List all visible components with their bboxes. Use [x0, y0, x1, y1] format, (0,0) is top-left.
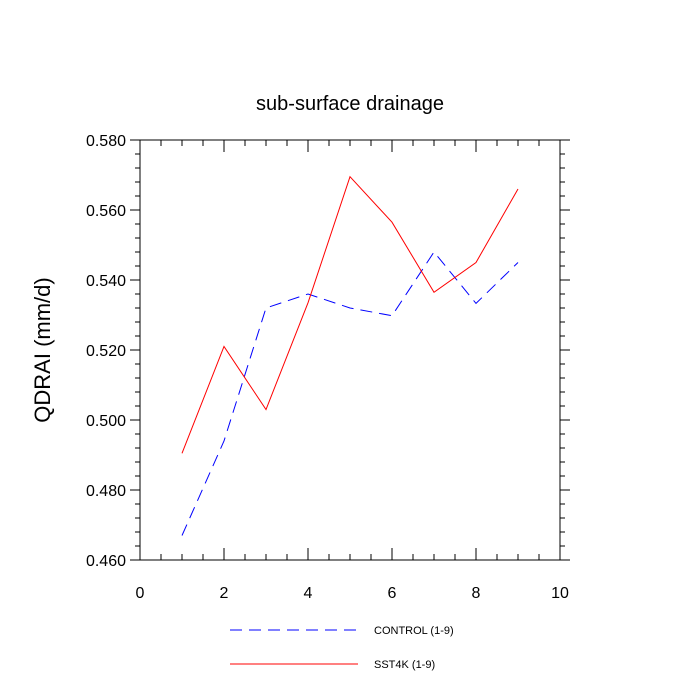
x-tick-label: 10 — [551, 585, 569, 602]
plot-frame — [139, 139, 561, 561]
x-tick-label: 2 — [220, 585, 229, 602]
legend-label: CONTROL (1-9) — [374, 625, 454, 637]
y-tick-label: 0.560 — [86, 203, 126, 220]
y-axis-label: QDRAI (mm/d) — [30, 277, 55, 422]
axis-ticks — [130, 139, 570, 561]
x-tick-label: 6 — [388, 585, 397, 602]
y-tick-label: 0.460 — [86, 553, 126, 570]
y-tick-label: 0.580 — [86, 133, 126, 150]
series-lines — [181, 175, 519, 536]
x-tick-label: 0 — [136, 585, 145, 602]
series-line-sst4k — [181, 175, 519, 454]
legend-label: SST4K (1-9) — [374, 659, 435, 671]
x-tick-label: 4 — [304, 585, 313, 602]
y-tick-label: 0.480 — [86, 483, 126, 500]
axis-tick-labels: 0 2 4 6 8 10 0.460 0.480 0.500 0.520 0.540 0.560 0.5… — [86, 133, 569, 602]
y-tick-label: 0.520 — [86, 343, 126, 360]
chart-title: sub-surface drainage — [256, 93, 444, 115]
series-line-control — [181, 251, 519, 536]
y-tick-label: 0.500 — [86, 413, 126, 430]
y-tick-label: 0.540 — [86, 273, 126, 290]
legend: CONTROL (1-9) SST4K (1-9) — [230, 625, 454, 671]
x-tick-label: 8 — [472, 585, 481, 602]
